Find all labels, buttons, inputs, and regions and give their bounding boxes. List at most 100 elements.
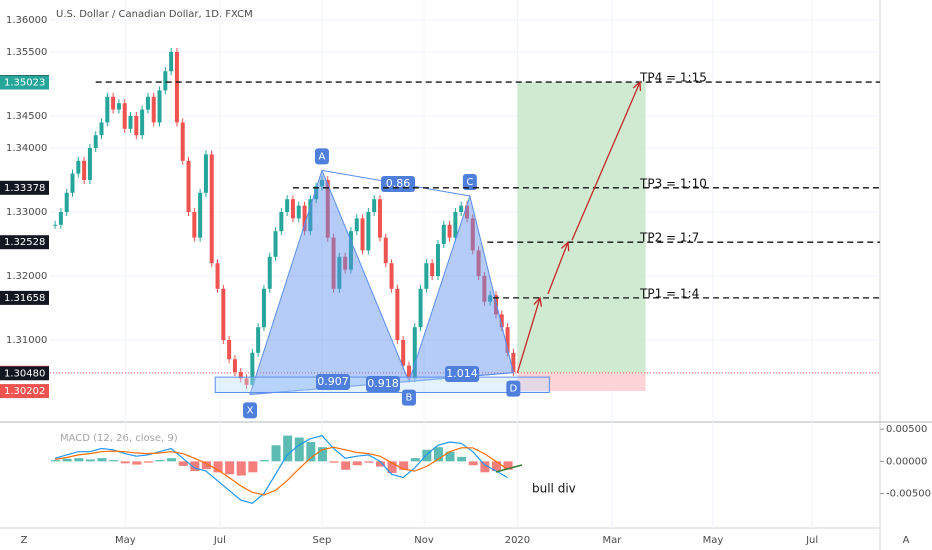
candle (383, 237, 388, 264)
y-tick-label: 1.34000 (6, 143, 47, 154)
candle (186, 160, 191, 212)
macd-histogram (62, 458, 72, 462)
macd-histogram (120, 461, 130, 464)
trade-arrow (547, 241, 569, 295)
price-label: 1.31658 (4, 293, 45, 304)
macd-line (54, 434, 508, 504)
target-label: TP3 = 1:10 (639, 176, 707, 190)
candle (53, 224, 58, 226)
macd-histogram (85, 459, 95, 462)
ratio-badge (445, 366, 479, 382)
candle (267, 256, 272, 289)
candle (314, 186, 319, 200)
candle (111, 96, 116, 110)
macd-histogram (236, 461, 246, 476)
candle (343, 256, 348, 270)
y-tick-label: 1.32000 (6, 271, 47, 282)
candle (406, 365, 411, 379)
ratio-label: 0.86 (386, 177, 411, 190)
macd-histogram (51, 460, 61, 462)
candle (499, 314, 504, 328)
pattern-point-label: X (247, 405, 254, 416)
candle (250, 352, 255, 385)
ratio-label: 0.907 (317, 375, 349, 388)
y-tick-label: 1.31000 (6, 335, 47, 346)
candle (157, 90, 162, 123)
candle (151, 96, 156, 123)
x-tick-label: Jul (805, 535, 818, 546)
x-tick-label: May (115, 535, 136, 546)
candle (116, 103, 121, 110)
x-tick-label: May (703, 535, 724, 546)
y-tick-label: 1.36000 (6, 15, 47, 26)
macd-histogram (248, 461, 258, 473)
price-label: 1.30202 (4, 386, 45, 397)
candle (87, 148, 92, 180)
macd-histogram (375, 461, 385, 467)
y-tick-label: 1.35500 (6, 47, 47, 58)
candle (290, 199, 295, 219)
arrow-head (560, 240, 570, 252)
candle (377, 199, 382, 238)
macd-histogram (399, 461, 409, 470)
candle (261, 288, 266, 328)
macd-histogram (294, 437, 304, 462)
candle (64, 192, 69, 212)
candle (354, 218, 359, 232)
candle (435, 244, 440, 276)
divergence-line (495, 464, 523, 473)
price-label-box (0, 75, 49, 90)
macd-histogram (201, 461, 211, 470)
candle (464, 205, 469, 219)
candle (482, 276, 487, 302)
candle (325, 180, 330, 238)
candle (337, 256, 342, 289)
candle (238, 372, 243, 379)
macd-histogram (225, 461, 235, 475)
macd-histogram (433, 447, 443, 462)
candle (285, 199, 290, 212)
price-label-box (0, 235, 49, 250)
pattern-point-badge (506, 380, 521, 397)
candle (488, 295, 493, 302)
macd-histogram (213, 461, 223, 473)
x-tick-label: Jul (213, 535, 226, 546)
macd-histogram (329, 461, 339, 463)
macd-histogram (480, 461, 490, 473)
candle (134, 116, 139, 136)
price-label: 1.32528 (4, 237, 45, 248)
corner-button[interactable]: Z (21, 535, 28, 546)
corner-button[interactable]: A (903, 535, 910, 546)
price-label: 1.30480 (4, 368, 45, 379)
x-tick-label: Sep (313, 535, 332, 546)
macd-histogram (109, 460, 119, 462)
candle (441, 224, 446, 244)
price-label: 1.33378 (4, 183, 45, 194)
signal-line (55, 446, 508, 496)
candle (198, 192, 203, 238)
macd-histogram (410, 458, 420, 462)
annotation: bull div (532, 482, 576, 496)
candle (360, 218, 365, 251)
macd-histogram (422, 449, 432, 462)
macd-histogram (468, 461, 478, 466)
arrow-head (632, 80, 642, 92)
price-label-box (0, 366, 49, 381)
price-label: 1.35023 (4, 78, 45, 89)
candle (511, 352, 516, 372)
candle (366, 212, 371, 251)
chart-title: U.S. Dollar / Canadian Dollar, 1D, FXCM (56, 9, 253, 20)
macd-tick-label: 0.00000 (886, 456, 927, 467)
candle (424, 263, 429, 289)
candle (505, 327, 510, 353)
arrow-head (533, 296, 543, 307)
macd-histogram (503, 461, 513, 470)
candle (296, 205, 301, 219)
candle (203, 154, 208, 193)
candle (493, 295, 498, 315)
candle (430, 263, 435, 276)
candle (192, 212, 197, 238)
candle (227, 340, 232, 360)
candle (476, 250, 481, 276)
candle (128, 116, 133, 129)
